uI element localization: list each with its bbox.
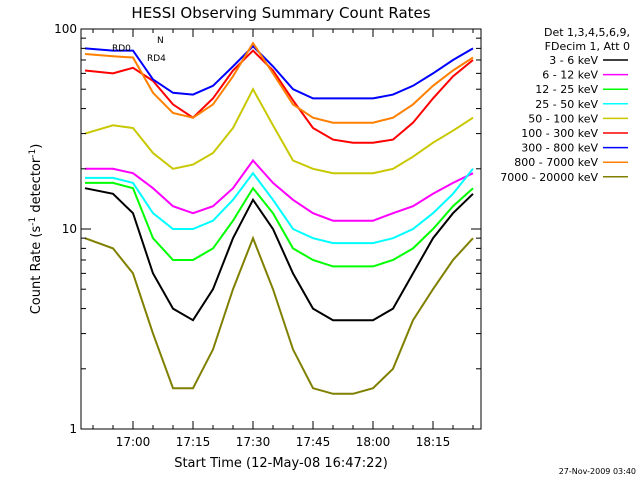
y-axis-label-part-1: Count Rate (s [29,226,44,315]
y-tick-label: 100 [54,22,77,36]
legend-label: 100 - 300 keV [521,127,598,140]
x-tick-label: 17:15 [176,435,211,449]
x-tick-label: 17:00 [116,435,151,449]
legend-label: 25 - 50 keV [535,98,598,111]
annotation-layer: RD0 N RD4 [112,36,166,64]
y-axis-label-part-2: detector [29,157,44,217]
legend-label: 12 - 25 keV [535,83,598,96]
series-line-6 [84,49,474,144]
legend-label: 7000 - 20000 keV [500,171,598,184]
series-line-4 [85,168,474,245]
series-line-7 [84,44,474,100]
legend-label: 300 - 800 keV [521,142,598,155]
legend-header-line-2: FDecim 1, Att 0 [545,40,630,53]
y-axis-label-close: ) [29,144,44,149]
legend-label: 3 - 6 keV [549,54,598,67]
axis-layer: 17:00 17:15 17:30 17:45 18:00 18:15 1 10 100 [54,22,481,449]
series-line-1 [84,187,474,322]
y-tick-label: 10 [62,222,77,236]
x-axis-label: Start Time (12-May-08 16:47:22) [174,456,388,471]
y-axis-label: Count Rate (s-1 detector-1) [28,144,44,315]
y-tick-label: 1 [69,422,77,436]
x-tick-label: 18:15 [416,435,451,449]
x-tick-label: 17:45 [296,435,331,449]
series-line-3 [85,181,474,268]
series-line-2 [85,158,474,222]
annotation-label: RD0 [112,44,131,54]
x-tick-label: 17:30 [236,435,271,449]
footer-timestamp: 27-Nov-2009 03:40 [559,467,636,476]
x-tick-label: 18:00 [356,435,391,449]
legend-label: 800 - 7000 keV [514,156,598,169]
series-line-5 [84,87,474,175]
legend-label: 50 - 100 keV [528,112,598,125]
y-axis-label-sup-1: -1 [28,217,38,226]
chart-title: HESSI Observing Summary Count Rates [131,4,430,22]
series-line-8 [84,41,474,124]
legend-header-line-1: Det 1,3,4,5,6,9, [544,26,630,39]
series-layer [84,41,474,395]
annotation-label: RD4 [147,54,166,64]
y-axis-label-sup-2: -1 [28,149,38,158]
legend: Det 1,3,4,5,6,9, FDecim 1, Att 0 3 - 6 k… [500,26,630,184]
legend-label: 6 - 12 keV [542,69,598,82]
series-line-9 [84,235,474,395]
annotation-label: N [157,36,164,46]
